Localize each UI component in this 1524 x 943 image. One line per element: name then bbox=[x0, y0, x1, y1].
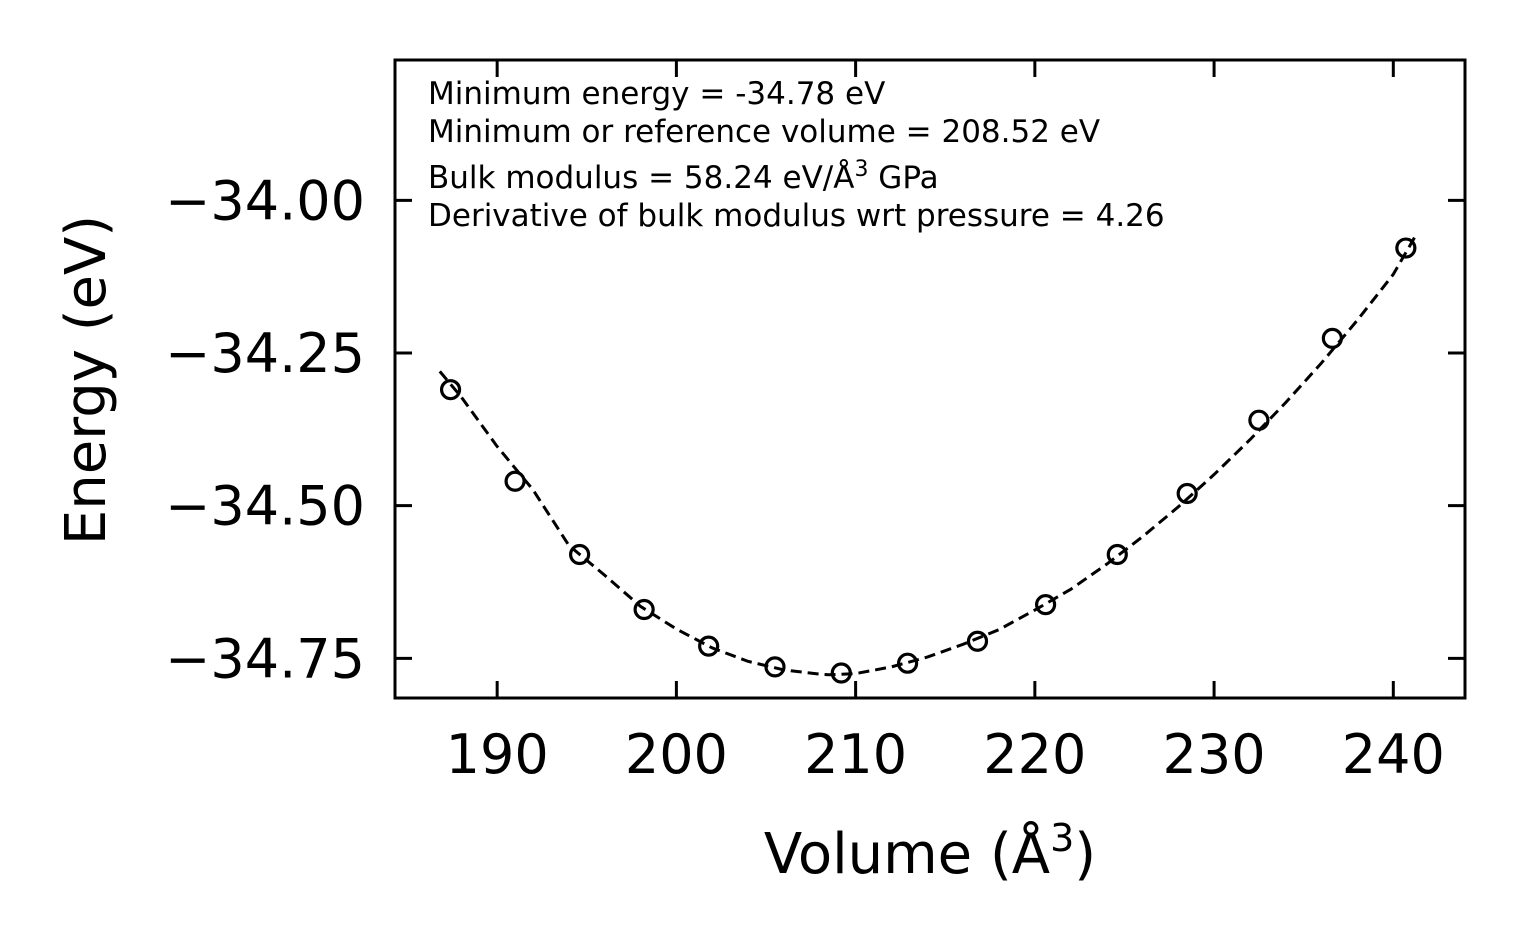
annotation-bulk-modulus-suffix: GPa bbox=[868, 160, 938, 196]
annotation-bulk-modulus: Bulk modulus = 58.24 eV/Å3 GPa bbox=[428, 157, 939, 197]
data-point bbox=[1106, 543, 1128, 566]
x-tick-label: 220 bbox=[983, 723, 1086, 786]
data-point bbox=[1321, 327, 1343, 349]
plot-frame bbox=[393, 58, 1467, 700]
y-axis-label: Energy (eV) bbox=[54, 215, 119, 545]
y-tick-label: −34.50 bbox=[165, 475, 365, 538]
fit-curve bbox=[438, 236, 1417, 677]
data-point bbox=[698, 635, 720, 657]
annotation-bulk-modulus-sup: 3 bbox=[854, 157, 868, 182]
data-point bbox=[1248, 409, 1270, 431]
x-axis-label-sup: 3 bbox=[1050, 816, 1074, 860]
annotation-box: Minimum energy = -34.78 eV Minimum or re… bbox=[428, 76, 1165, 234]
x-tick-label: 230 bbox=[1163, 723, 1266, 786]
x-tick-label: 200 bbox=[625, 723, 728, 786]
data-point bbox=[439, 379, 462, 401]
data-point bbox=[1034, 593, 1057, 616]
data-point bbox=[1176, 482, 1198, 505]
data-point bbox=[896, 652, 919, 674]
fit-curve-layer bbox=[438, 236, 1417, 677]
data-point bbox=[1395, 237, 1417, 259]
x-tick-label: 210 bbox=[804, 723, 907, 786]
x-axis-label: Volume (Å3) bbox=[764, 816, 1096, 887]
annotation-bulk-derivative: Derivative of bulk modulus wrt pressure … bbox=[428, 198, 1165, 234]
y-tick-label: −34.25 bbox=[165, 322, 365, 385]
x-axis-label-end: ) bbox=[1074, 822, 1096, 887]
data-point bbox=[764, 656, 786, 678]
x-tick-label: 190 bbox=[446, 723, 549, 786]
data-point bbox=[504, 470, 526, 492]
y-tick-label: −34.75 bbox=[165, 627, 365, 690]
ticks-layer: 190 200 210 220 230 240 −34.00 −34.25 −34.50 −34.… bbox=[165, 60, 1465, 786]
annotation-min-energy: Minimum energy = -34.78 eV bbox=[428, 76, 885, 112]
annotation-min-volume: Minimum or reference volume = 208.52 eV bbox=[428, 114, 1100, 150]
data-point bbox=[830, 662, 852, 684]
data-point bbox=[569, 543, 591, 566]
x-axis-label-text: Volume (Å bbox=[764, 821, 1050, 887]
data-points-layer bbox=[439, 237, 1417, 684]
data-point bbox=[633, 598, 655, 621]
data-point bbox=[966, 630, 989, 652]
annotation-bulk-modulus-text: Bulk modulus = 58.24 eV/Å bbox=[428, 160, 854, 196]
y-tick-label: −34.00 bbox=[165, 169, 365, 232]
x-tick-label: 240 bbox=[1342, 723, 1445, 786]
